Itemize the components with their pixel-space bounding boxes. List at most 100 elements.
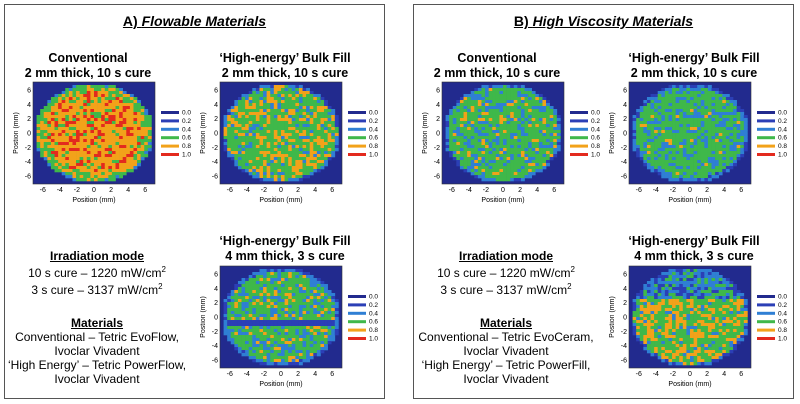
heatmap-cells <box>632 269 748 366</box>
legend-swatch <box>757 111 775 114</box>
colour-legend: 0.00.20.4 0.60.8 1.0 <box>570 110 600 159</box>
x-tick-label: -6 <box>636 371 642 378</box>
heatmap-cells <box>223 269 339 366</box>
y-tick-label: -2 <box>212 145 218 152</box>
y-tick-label: 2 <box>214 300 218 307</box>
x-tick-label: 0 <box>688 371 692 378</box>
x-tick-label: -2 <box>670 371 676 378</box>
legend-label: 0.6 <box>182 135 191 142</box>
legend-swatch <box>570 136 588 140</box>
legend-label: 1.0 <box>369 336 378 343</box>
legend-label: 0.2 <box>591 118 600 125</box>
y-tick-label: -2 <box>212 329 218 336</box>
x-tick-label: 0 <box>501 187 505 194</box>
legend-label: 0.8 <box>182 143 191 150</box>
conventional-title: Conventional 2 mm thick, 10 s cure <box>433 51 561 80</box>
x-tick-label: 4 <box>722 371 726 378</box>
x-tick-label: 0 <box>279 187 283 194</box>
heatmap-cells <box>223 85 339 182</box>
legend-label: 0.6 <box>778 319 787 326</box>
y-tick-label: 6 <box>436 88 440 95</box>
x-tick-label: 2 <box>705 371 709 378</box>
legend-swatch <box>570 153 588 156</box>
x-tick-label: 2 <box>296 371 300 378</box>
y-tick-label: 4 <box>214 286 218 293</box>
bulk-fill-2mm-title: ‘High-energy’ Bulk Fill 2 mm thick, 10 s … <box>219 51 351 80</box>
y-tick-label: -6 <box>25 173 31 180</box>
legend-label: 0.6 <box>591 135 600 142</box>
legend-swatch <box>348 136 366 140</box>
x-tick-label: 0 <box>279 371 283 378</box>
heatmap-cells <box>632 85 748 182</box>
plot-frame <box>441 81 565 185</box>
heatmap-a-conventional: -6 -4 -2 0 2 4 6 6 4 2 0 -2 -4 -6 Position (mm) Postion… <box>13 81 191 204</box>
y-tick-label: 4 <box>623 286 627 293</box>
legend-label: 1.0 <box>778 336 787 343</box>
panel-a-title: A) Flowable Materials <box>122 13 267 29</box>
y-axis-label: Postion (mm) <box>13 112 20 154</box>
x-tick-label: 6 <box>330 371 334 378</box>
heatmap-a-bulk4: -6 -4 -2 0 2 4 6 6 4 2 0 -2 -4 -6 Position (mm) Postion… <box>200 265 378 388</box>
legend-label: 0.0 <box>182 110 191 117</box>
materials-list: Materials Conventional – Tetric EvoFlow,… <box>7 316 187 386</box>
legend-swatch <box>348 127 366 131</box>
legend-label: 0.8 <box>369 143 378 150</box>
conventional-title: Conventional 2 mm thick, 10 s cure <box>24 51 152 80</box>
legend-swatch <box>757 303 775 307</box>
legend-swatch <box>348 337 366 340</box>
legend-label: 0.4 <box>778 310 787 317</box>
y-tick-label: 0 <box>214 315 218 322</box>
x-axis-label: Position (mm) <box>668 381 711 388</box>
heatmap-cells <box>445 85 561 182</box>
legend-label: 0.8 <box>369 327 378 334</box>
legend-label: 0.8 <box>778 143 787 150</box>
legend-label: 0.6 <box>369 135 378 142</box>
heatmap-b-conventional: -6 -4 -2 0 2 4 6 6 4 2 0 -2 -4 -6 Position (mm) Postion… <box>422 81 600 204</box>
x-tick-label: 6 <box>330 187 334 194</box>
y-axis-label: Postion (mm) <box>422 112 429 154</box>
bulk-fill-4mm-title: ‘High-energy’ Bulk Fill 4 mm thick, 3 s c… <box>219 234 351 263</box>
x-tick-label: -6 <box>636 187 642 194</box>
colour-legend: 0.00.20.4 0.60.8 1.0 <box>348 294 378 343</box>
x-tick-label: 2 <box>109 187 113 194</box>
y-tick-label: 6 <box>214 272 218 279</box>
legend-swatch <box>757 136 775 140</box>
plot-frame <box>219 81 343 185</box>
legend-swatch <box>757 119 775 123</box>
legend-swatch <box>161 153 179 156</box>
y-tick-label: 4 <box>623 102 627 109</box>
x-tick-label: 6 <box>552 187 556 194</box>
x-tick-label: 6 <box>739 187 743 194</box>
y-tick-label: 0 <box>623 315 627 322</box>
y-tick-label: -2 <box>621 329 627 336</box>
legend-swatch <box>161 127 179 131</box>
y-tick-label: 2 <box>27 116 31 123</box>
legend-label: 0.4 <box>591 126 600 133</box>
x-axis-label: Position (mm) <box>481 197 524 204</box>
legend-swatch <box>757 337 775 340</box>
x-tick-label: -6 <box>227 187 233 194</box>
y-tick-label: 2 <box>623 116 627 123</box>
legend-label: 0.2 <box>778 118 787 125</box>
legend-swatch <box>757 328 775 332</box>
x-tick-label: -6 <box>227 371 233 378</box>
legend-swatch <box>757 127 775 131</box>
y-tick-label: -4 <box>621 343 627 350</box>
y-tick-label: 2 <box>623 300 627 307</box>
y-axis-label: Postion (mm) <box>609 296 616 338</box>
heatmap-cells <box>36 85 152 182</box>
y-tick-label: -4 <box>621 159 627 166</box>
x-axis-label: Position (mm) <box>259 381 302 388</box>
x-tick-label: -2 <box>670 187 676 194</box>
y-tick-label: -4 <box>434 159 440 166</box>
panel-b-title: B) High Viscosity Materials <box>513 13 694 29</box>
y-tick-label: 2 <box>436 116 440 123</box>
y-tick-label: 4 <box>27 102 31 109</box>
legend-swatch <box>570 127 588 131</box>
legend-label: 0.2 <box>369 302 378 309</box>
y-tick-label: 0 <box>214 131 218 138</box>
y-tick-label: -6 <box>212 357 218 364</box>
x-tick-label: -4 <box>653 371 659 378</box>
legend-label: 0.0 <box>369 110 378 117</box>
legend-swatch <box>757 153 775 156</box>
